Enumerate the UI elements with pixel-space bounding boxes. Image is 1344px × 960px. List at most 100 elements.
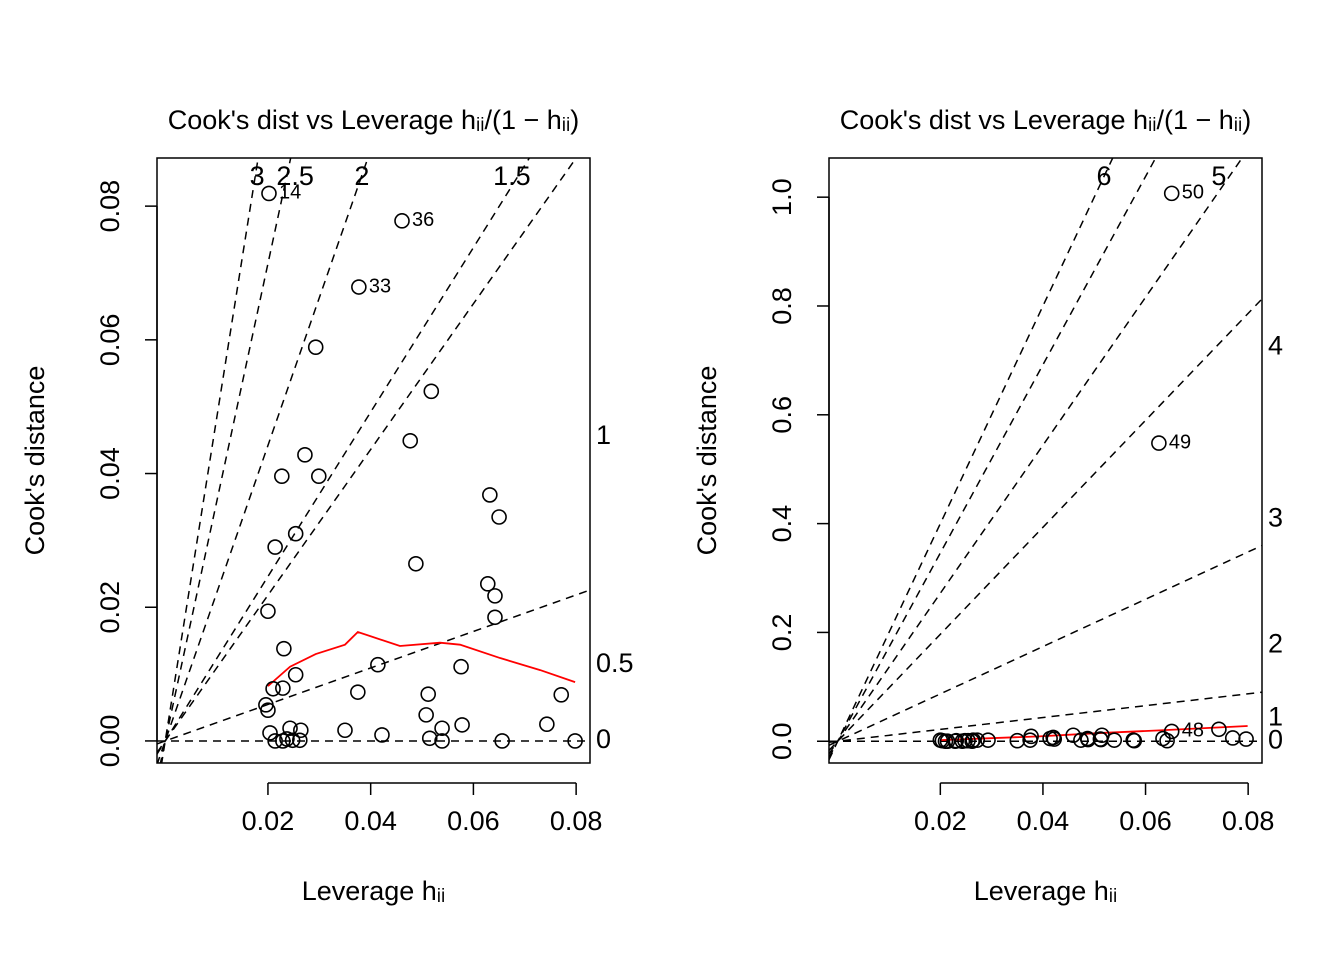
point — [351, 279, 367, 295]
point — [434, 733, 450, 749]
contour-label: 0 — [1268, 724, 1283, 754]
panel: Cook's dist vs Leverage hᵢᵢ/(1 − hᵢᵢ) Lev… — [20, 105, 634, 906]
point — [337, 722, 353, 739]
point — [954, 733, 971, 750]
point — [491, 509, 507, 525]
y-tick-label: 0.04 — [95, 447, 125, 500]
point — [980, 732, 996, 748]
point — [287, 666, 304, 683]
x-axis-title: Leverage hᵢᵢ — [974, 876, 1118, 906]
point — [434, 720, 450, 737]
point — [423, 383, 440, 400]
point-label: 49 — [1169, 431, 1191, 453]
point — [418, 707, 434, 723]
contour-line — [829, 158, 1114, 761]
point-label: 50 — [1182, 182, 1204, 204]
point — [275, 680, 291, 696]
contour-label: 2.5 — [276, 161, 314, 191]
point — [1009, 732, 1026, 749]
point — [539, 716, 555, 733]
point — [1073, 732, 1089, 748]
contour-line — [157, 589, 590, 745]
point — [287, 525, 304, 542]
contour-label: 0.5 — [596, 648, 634, 678]
point — [293, 722, 309, 739]
contour-line — [829, 158, 1157, 758]
contour-line — [159, 158, 292, 763]
y-tick-label: 0.02 — [95, 581, 125, 634]
point — [408, 555, 424, 572]
point — [1022, 732, 1038, 748]
y-tick-label: 0.2 — [767, 614, 797, 652]
x-tick-label: 0.06 — [447, 806, 500, 836]
point — [965, 732, 981, 748]
contour-line — [829, 298, 1262, 751]
point — [453, 658, 469, 675]
point-label: 14 — [279, 182, 301, 204]
panel: Cook's dist vs Leverage hᵢᵢ/(1 − hᵢᵢ) Lev… — [692, 105, 1283, 906]
point — [421, 730, 438, 747]
point — [454, 717, 470, 733]
point — [479, 576, 496, 592]
x-tick-label: 0.08 — [1222, 806, 1275, 836]
point — [948, 732, 965, 749]
y-tick-label: 0.6 — [767, 396, 797, 434]
contour-label: 5 — [1211, 161, 1226, 191]
contour-label: 2 — [354, 161, 369, 191]
contour-label: 1.5 — [493, 161, 531, 191]
point — [932, 732, 949, 748]
y-tick-label: 0.8 — [767, 287, 797, 325]
point — [282, 720, 298, 737]
point — [374, 727, 390, 743]
point — [291, 732, 308, 749]
point — [260, 702, 276, 718]
point — [553, 687, 570, 703]
y-tick-label: 1.0 — [767, 178, 797, 216]
chart-title: Cook's dist vs Leverage hᵢᵢ/(1 − hᵢᵢ) — [840, 105, 1252, 135]
point — [1080, 731, 1096, 748]
point — [1238, 731, 1254, 747]
point — [487, 609, 503, 626]
point-label: 36 — [412, 209, 434, 231]
x-tick-label: 0.04 — [344, 806, 397, 836]
point — [267, 539, 283, 555]
plot-frame — [828, 157, 1263, 764]
smooth-line — [267, 630, 576, 687]
point-label: 48 — [1182, 720, 1204, 742]
x-axis-title: Leverage hᵢᵢ — [302, 876, 446, 906]
plot-frame — [156, 157, 591, 764]
point — [370, 656, 386, 673]
point — [487, 588, 503, 604]
point — [1163, 185, 1180, 202]
point — [310, 468, 327, 485]
point — [284, 732, 301, 749]
point — [402, 432, 419, 449]
contour-label: 0 — [596, 724, 611, 754]
point — [261, 185, 277, 202]
point — [1065, 727, 1082, 744]
point — [279, 731, 295, 747]
x-tick-label: 0.02 — [242, 806, 295, 836]
x-tick-label: 0.02 — [914, 806, 967, 836]
point — [1106, 732, 1123, 748]
point — [1092, 731, 1109, 747]
point — [969, 732, 986, 748]
point — [260, 603, 276, 620]
point — [394, 213, 410, 229]
point — [267, 733, 283, 749]
contour-label: 3 — [250, 161, 265, 191]
point — [350, 684, 366, 700]
contour-label: 4 — [1268, 330, 1283, 360]
contour-line — [157, 158, 578, 754]
x-tick-label: 0.06 — [1119, 806, 1172, 836]
contours — [829, 158, 1262, 761]
contours — [157, 158, 590, 763]
contour-label: 1 — [1268, 702, 1283, 732]
contour-line — [829, 691, 1262, 743]
point — [307, 339, 324, 355]
point — [1125, 732, 1142, 748]
y-tick-label: 0.08 — [95, 180, 125, 233]
contour-line — [829, 158, 1244, 755]
x-tick-label: 0.04 — [1017, 806, 1070, 836]
point — [1151, 435, 1167, 451]
